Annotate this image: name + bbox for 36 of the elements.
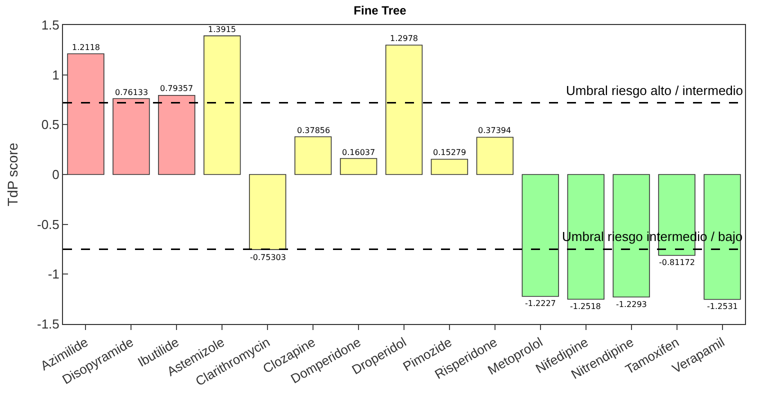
data-label: 0.37856 [297, 126, 330, 135]
data-label: -1.2518 [570, 302, 601, 311]
bar [249, 174, 286, 250]
data-label: 0.37394 [478, 126, 512, 135]
y-tick-label: 0.5 [41, 117, 60, 132]
y-tick-label: 0 [52, 167, 60, 182]
bar [158, 95, 196, 175]
bar [204, 35, 241, 175]
bar [522, 174, 559, 297]
bar [340, 158, 378, 175]
bar [294, 136, 332, 175]
y-axis-title: TdP score [4, 142, 21, 206]
data-label: -0.81172 [659, 258, 695, 267]
ref-line-label: Umbral riesgo alto / intermedio [566, 83, 744, 98]
y-tick-label: 1 [52, 67, 60, 82]
data-label: -1.2227 [525, 299, 556, 308]
data-label: 1.2118 [72, 43, 100, 52]
bar [385, 44, 423, 175]
chart-title: Fine Tree [354, 3, 407, 18]
y-tick-label: -1 [48, 266, 60, 282]
data-label: 0.79357 [160, 84, 194, 93]
data-label: 1.2978 [390, 34, 418, 43]
y-tick-label: -0.5 [36, 216, 60, 232]
bar [476, 136, 514, 175]
y-tick-label: 1.5 [41, 18, 60, 33]
data-label: -1.2531 [707, 302, 738, 311]
bar [112, 98, 150, 175]
data-label: 0.76133 [115, 88, 148, 97]
data-label: 0.16037 [342, 148, 376, 157]
bar [430, 158, 468, 175]
data-label: -0.75303 [250, 253, 286, 262]
data-label: 0.15279 [433, 148, 466, 157]
data-label: 1.3915 [208, 25, 236, 34]
y-tick-label: -1.5 [36, 316, 60, 332]
data-label: -1.2293 [616, 300, 647, 309]
bar [67, 53, 104, 175]
